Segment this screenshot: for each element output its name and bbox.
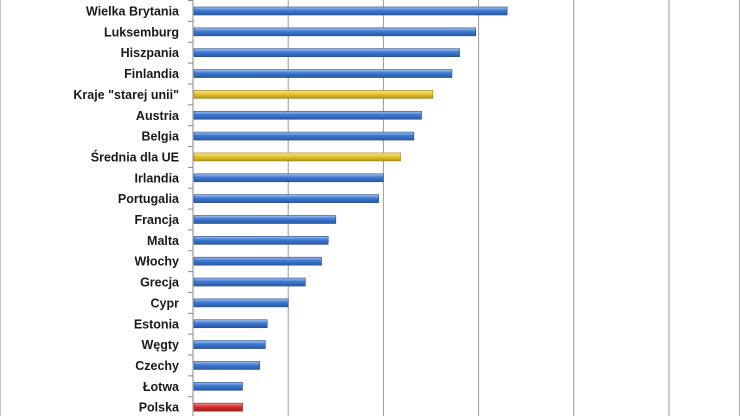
bars xyxy=(193,6,508,412)
category-label-portugalia: Portugalia xyxy=(118,192,180,206)
bar-irlandia xyxy=(193,173,384,183)
category-label-we-gty: Węgty xyxy=(142,338,180,352)
bar-czechy xyxy=(193,361,260,370)
bar-cypr xyxy=(193,298,289,308)
category-label-luksemburg: Luksemburg xyxy=(104,25,179,39)
category-labels: Wielka Brytania Luksemburg Hiszpania Finlan… xyxy=(73,0,193,415)
category-label-polska: Polska xyxy=(139,401,180,415)
category-label-grecja: Grecja xyxy=(140,276,180,290)
category-label-w-ochy: Włochy xyxy=(135,255,179,269)
bar-francja xyxy=(193,215,337,224)
bar-we-gty xyxy=(193,340,266,349)
category-label-francja: Francja xyxy=(135,213,181,227)
bar-s-rednia-dla-ue xyxy=(193,152,401,162)
category-label-hiszpania: Hiszpania xyxy=(121,46,180,60)
bar-grecja xyxy=(193,277,306,287)
bar-portugalia xyxy=(193,194,379,203)
bar-wielka-brytania xyxy=(193,6,508,16)
bar-w-ochy xyxy=(193,256,322,266)
bar-malta xyxy=(193,236,329,245)
bar-belgia xyxy=(193,131,415,141)
bar-kraje-starej-unii xyxy=(193,90,434,99)
category-label-wielka-brytania: Wielka Brytania xyxy=(86,5,180,19)
category-label-otwa: Łotwa xyxy=(143,380,180,394)
category-label-finlandia: Finlandia xyxy=(124,67,180,81)
bar-otwa xyxy=(193,381,243,391)
category-label-malta: Malta xyxy=(147,234,180,248)
bar-austria xyxy=(193,110,422,120)
category-label-belgia: Belgia xyxy=(141,130,180,144)
category-label-czechy: Czechy xyxy=(135,359,179,373)
category-label-s-rednia-dla-ue: Średnia dla UE xyxy=(91,149,179,164)
bar-hiszpania xyxy=(193,48,460,58)
bar-finlandia xyxy=(193,69,453,78)
category-label-cypr: Cypr xyxy=(151,296,180,310)
category-label-austria: Austria xyxy=(136,109,180,123)
category-label-kraje-starej-unii: Kraje "starej unii" xyxy=(73,88,179,102)
bar-polska xyxy=(193,402,243,412)
gridlines xyxy=(287,0,670,416)
bar-estonia xyxy=(193,319,268,329)
category-label-estonia: Estonia xyxy=(134,317,180,331)
bar-luksemburg xyxy=(193,27,477,37)
category-label-irlandia: Irlandia xyxy=(135,171,181,185)
